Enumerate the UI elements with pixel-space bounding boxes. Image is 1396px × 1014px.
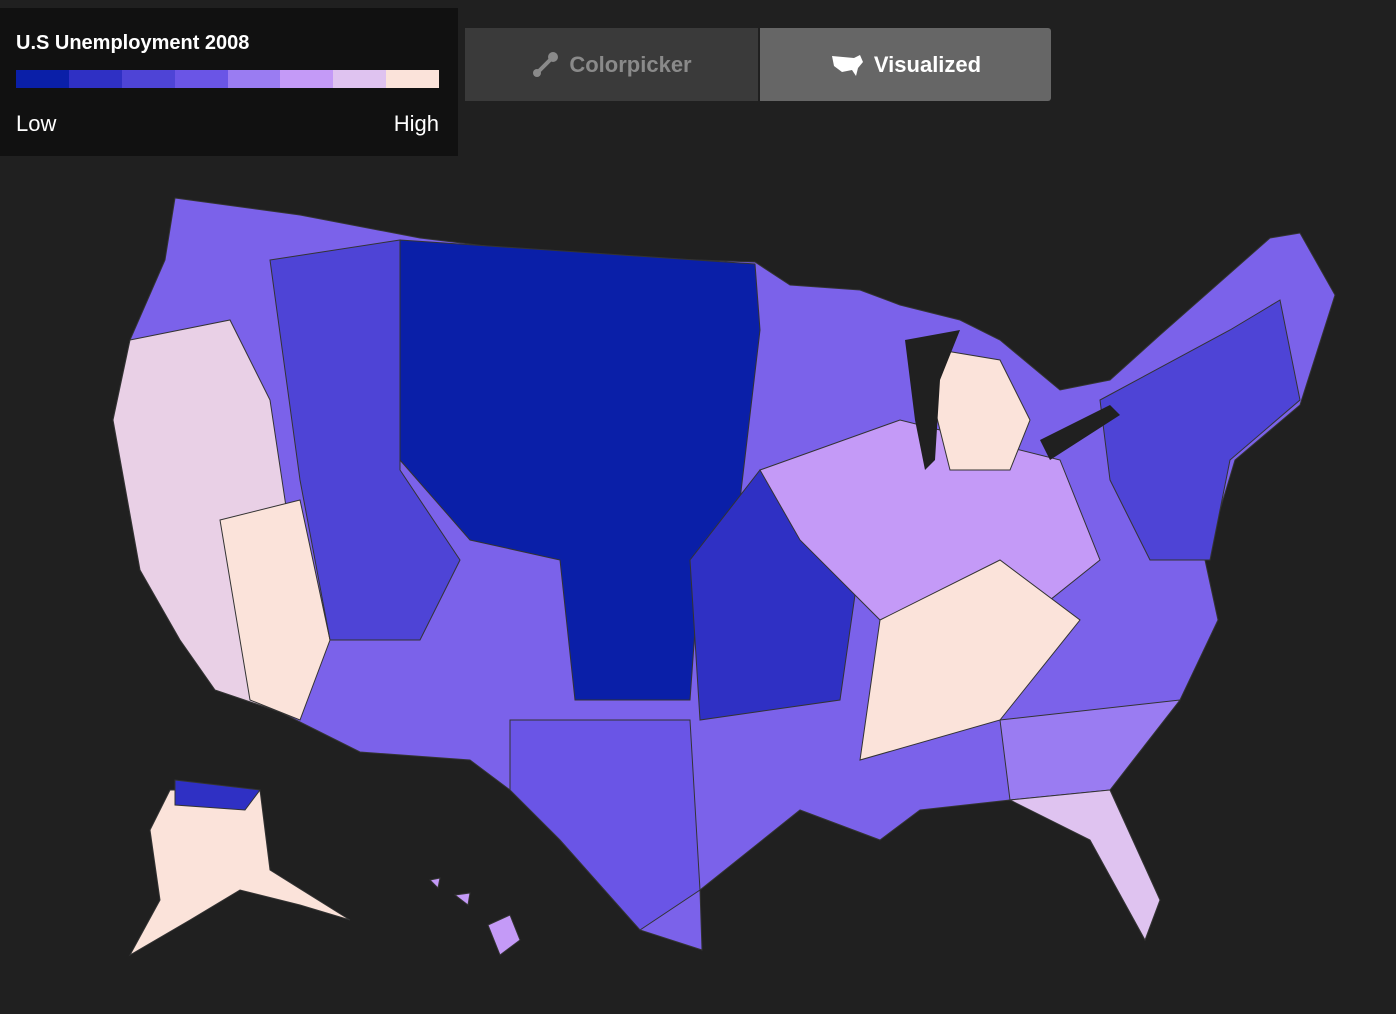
icon-colorpicker (533, 51, 559, 77)
legend-swatch (174, 70, 228, 88)
hawaii (428, 877, 521, 956)
region-texas (509, 719, 701, 931)
legend-swatch (227, 70, 281, 88)
tab-label: Visualized (873, 51, 982, 77)
legend: U.S Unemployment 2008 Low High (0, 8, 458, 156)
legend-swatch (386, 70, 439, 88)
legend-swatch (333, 70, 387, 88)
tab-visualized[interactable]: Visualized (760, 28, 1051, 101)
region-appalachia (859, 559, 1081, 761)
tab-colorpicker[interactable]: Colorpicker (465, 28, 758, 101)
lake-michigan (905, 330, 960, 470)
icon-us-map (831, 54, 863, 76)
legend-swatch (280, 70, 334, 88)
lake-erie (1040, 405, 1120, 460)
legend-swatch (16, 70, 69, 88)
legend-high: High (393, 111, 439, 136)
tab-label: Colorpicker (569, 51, 692, 77)
region-plains (399, 239, 761, 701)
legend-scale (16, 70, 439, 88)
legend-swatch (68, 70, 122, 88)
region-southwest (219, 499, 331, 721)
region-northeast (1099, 299, 1301, 561)
legend-low: Low (16, 111, 57, 136)
region-florida (1008, 789, 1161, 942)
legend-swatch (121, 70, 175, 88)
alaska (128, 789, 351, 957)
alaska-blue (174, 779, 261, 811)
legend-title: U.S Unemployment 2008 (16, 32, 250, 54)
